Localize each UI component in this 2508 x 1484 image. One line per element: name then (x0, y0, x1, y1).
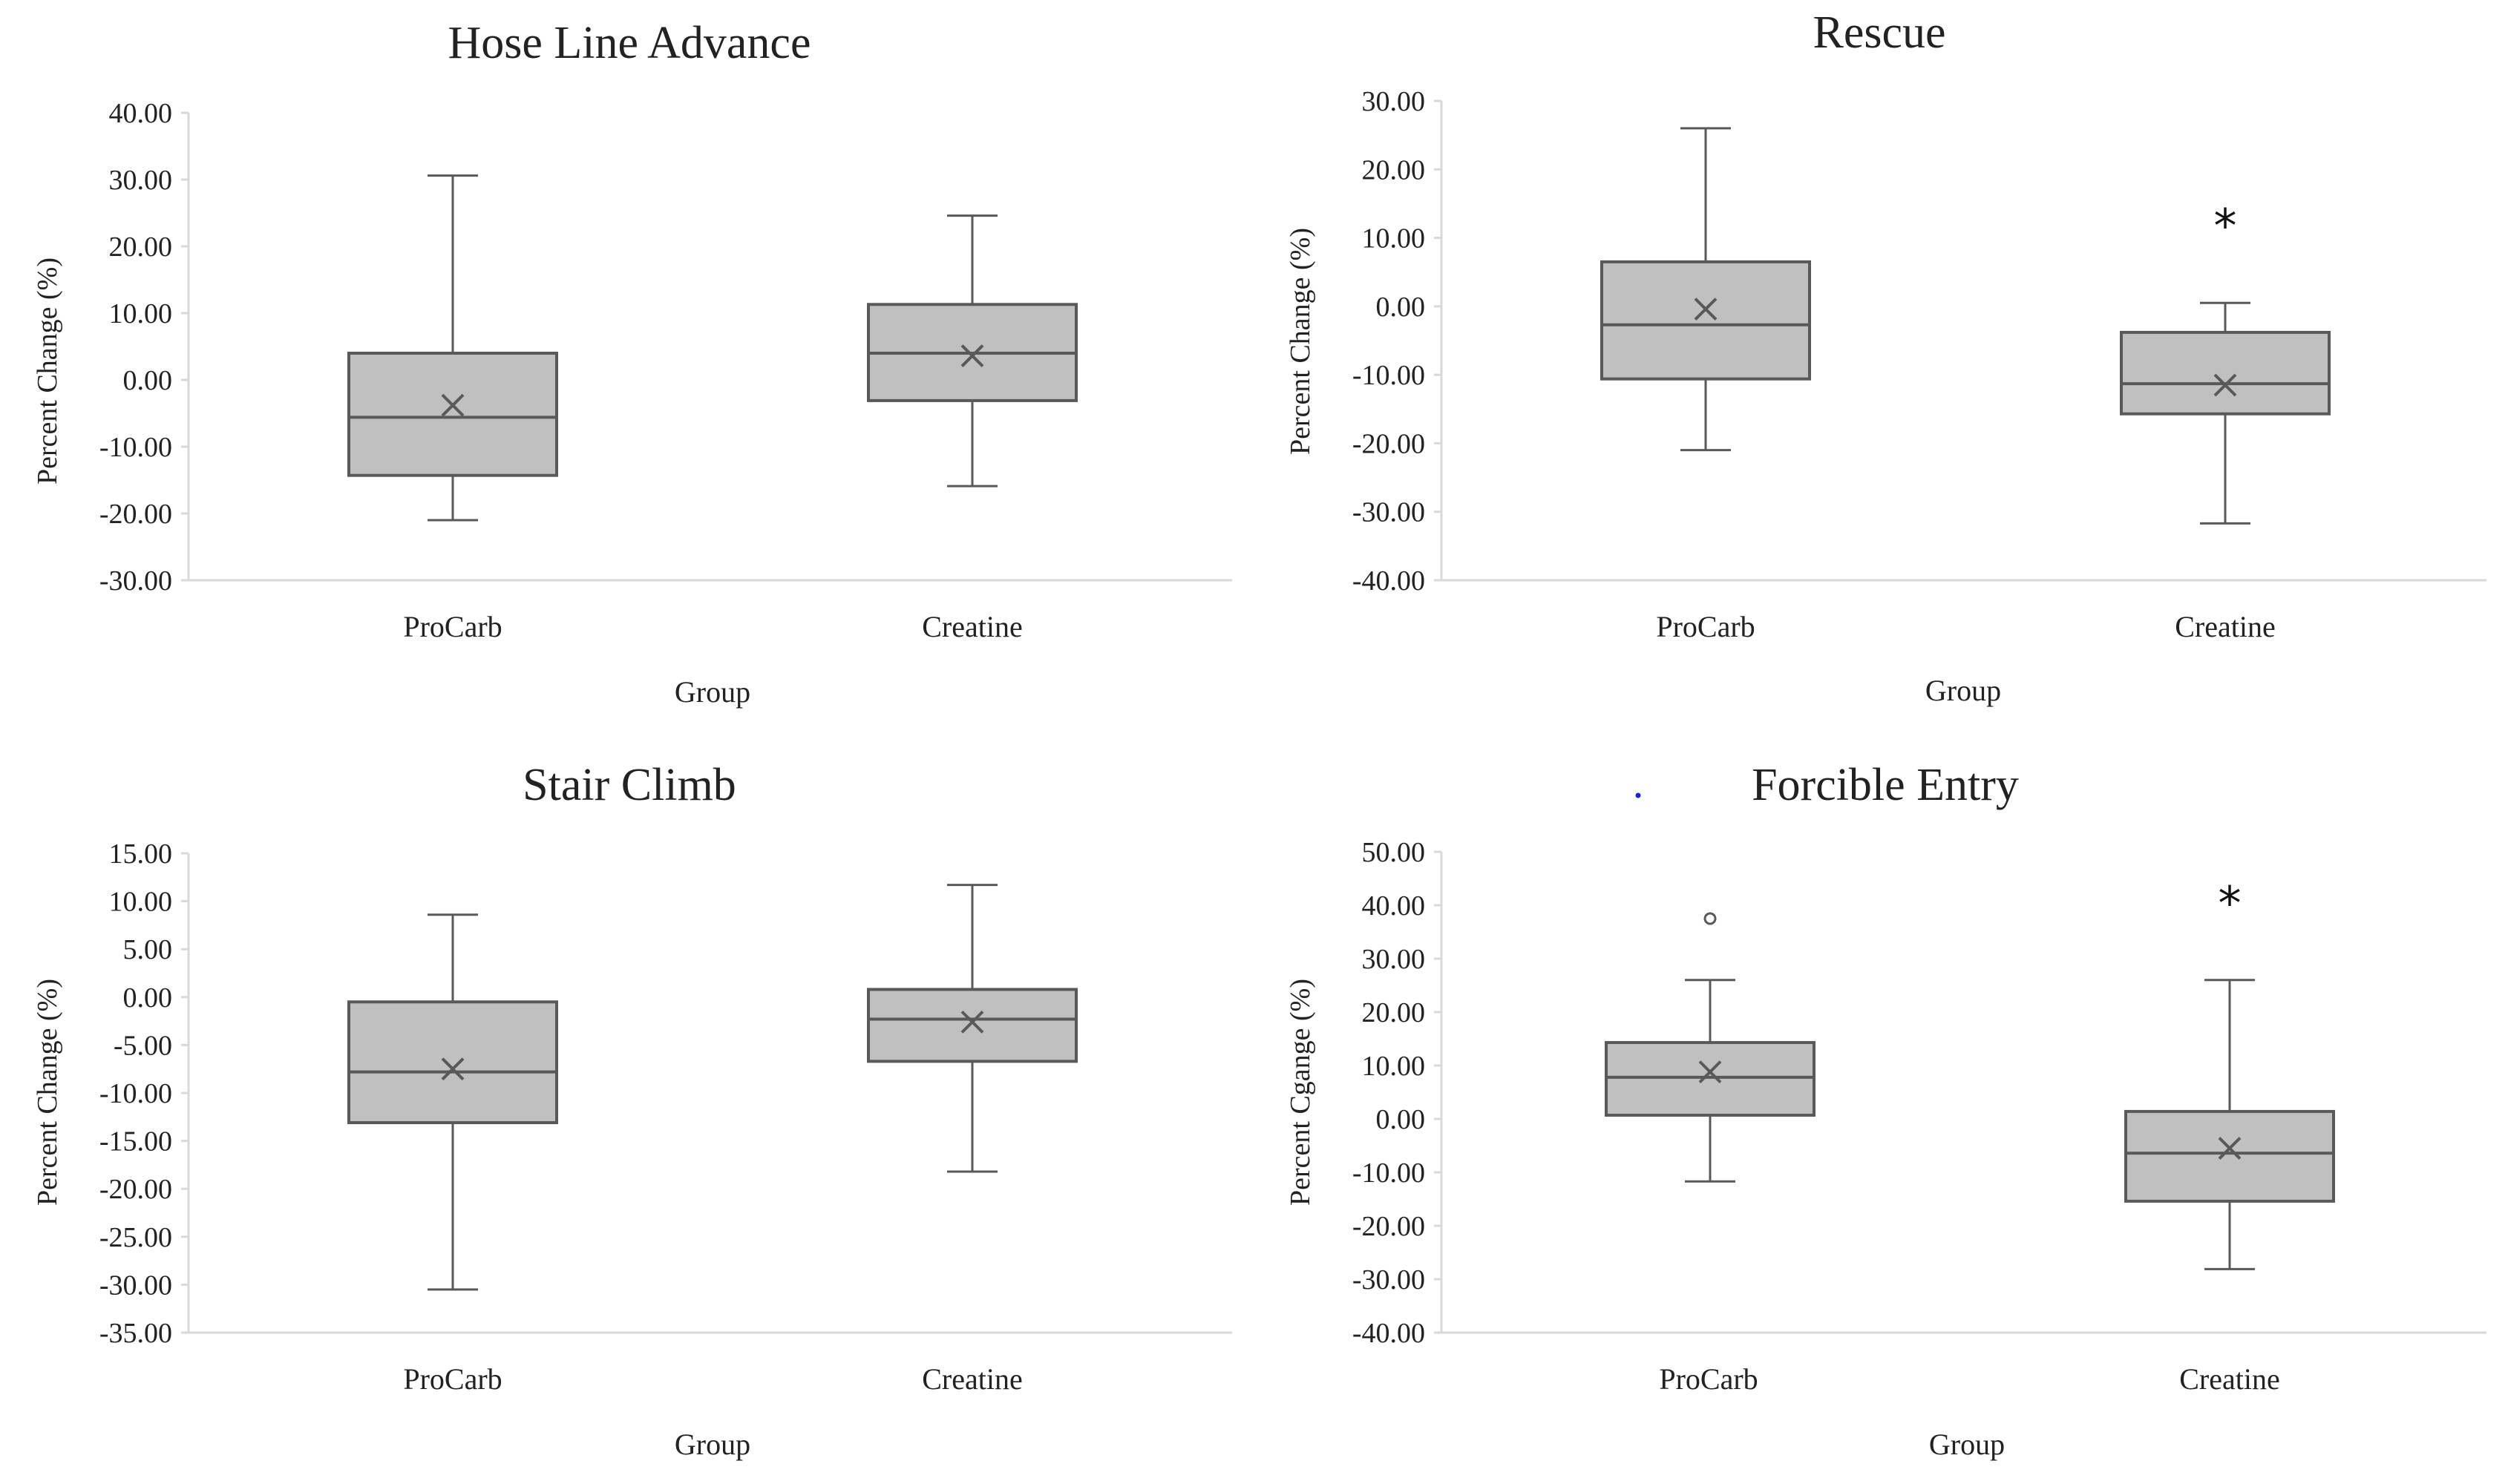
y-tick-label: 0.00 (1376, 292, 1426, 323)
y-tick-label: -20.00 (1352, 1211, 1425, 1242)
category-label-creatine: Creatine (922, 610, 1023, 643)
stray-dot (1635, 792, 1641, 798)
x-axis-label: Group (1925, 674, 2001, 707)
iqr-box (867, 988, 1078, 1063)
y-tick-label: -20.00 (99, 1174, 172, 1205)
y-axis-label: Percent Change (%) (1285, 228, 1316, 455)
y-tick-label: -40.00 (1352, 1318, 1425, 1349)
iqr-box (347, 1000, 558, 1125)
y-tick-label: -30.00 (99, 1270, 172, 1301)
y-tick-label: 30.00 (109, 165, 173, 196)
mean-marker (960, 1010, 984, 1034)
y-tick-label: -10.00 (99, 1078, 172, 1109)
mean-marker (441, 1057, 465, 1081)
panel-forcible-entry: Forcible Entry 50.00 40.00 30.00 20.00 10.00… (1285, 760, 2486, 1461)
category-label-procarb: ProCarb (1659, 1362, 1758, 1396)
y-tick-label: -20.00 (1352, 428, 1425, 459)
y-tick-label: -10.00 (1352, 1158, 1425, 1189)
y-tick-label: -10.00 (99, 432, 172, 463)
y-tick-label: -25.00 (99, 1222, 172, 1253)
iqr-box (1600, 260, 1811, 381)
y-axis-label: Percent Change (%) (32, 979, 63, 1206)
panel-hose-line-advance: Hose Line Advance 40.00 30.00 20.00 10.00 0.… (32, 18, 1232, 709)
y-tick-label: 5.00 (123, 934, 173, 965)
mean-marker (2218, 1137, 2242, 1160)
y-tick-label: -15.00 (99, 1126, 172, 1158)
box-creatine (867, 214, 1078, 487)
box-creatine: * (2120, 199, 2331, 525)
iqr-box (2124, 1109, 2335, 1203)
mean-marker (1694, 298, 1718, 321)
category-label-creatine: Creatine (2179, 1362, 2280, 1396)
y-tick-label: -5.00 (114, 1030, 172, 1061)
box-procarb (347, 913, 558, 1291)
y-tick-label: -30.00 (1352, 1264, 1425, 1296)
y-tick-label: -30.00 (99, 565, 172, 597)
box-procarb (1605, 912, 1815, 1183)
panel-rescue: Rescue 30.00 20.00 10.00 0.00 -10.00 -20.00 -3… (1285, 7, 2486, 707)
y-tick-label: -40.00 (1352, 565, 1425, 597)
plot-area: 50.00 40.00 30.00 20.00 10.00 0.00 -10.00 -20.0… (1352, 837, 2486, 1349)
y-tick-label: 15.00 (109, 838, 173, 870)
chart-title: Rescue (1813, 7, 1945, 58)
y-tick-label: 20.00 (1362, 154, 1426, 186)
category-label-procarb: ProCarb (403, 1362, 502, 1396)
y-tick-label: 10.00 (109, 298, 173, 329)
y-tick-label: 10.00 (109, 887, 173, 918)
mean-marker (2213, 373, 2237, 397)
x-axis-label: Group (1929, 1428, 2005, 1461)
outlier-point (1703, 912, 1717, 925)
y-tick-label: -10.00 (1352, 360, 1425, 391)
y-axis-label: Percent Change (%) (32, 257, 63, 485)
x-axis-label: Group (675, 675, 750, 709)
y-tick-label: 0.00 (123, 982, 173, 1014)
y-axis-label: Percent Cgange (%) (1285, 979, 1316, 1206)
y-tick-label: -35.00 (99, 1318, 172, 1349)
y-tick-label: 10.00 (1362, 1051, 1426, 1082)
chart-title: Stair Climb (523, 760, 736, 810)
iqr-box (1605, 1041, 1815, 1117)
y-tick-label: 50.00 (1362, 837, 1426, 868)
category-label-creatine: Creatine (2175, 610, 2276, 643)
box-procarb (1600, 127, 1811, 452)
chart-title: Hose Line Advance (448, 18, 811, 68)
x-axis-label: Group (675, 1428, 750, 1461)
y-tick-label: 20.00 (109, 232, 173, 263)
y-tick-label: -20.00 (99, 499, 172, 530)
category-label-procarb: ProCarb (1656, 610, 1755, 643)
y-tick-label: 10.00 (1362, 223, 1426, 255)
y-tick-label: 0.00 (123, 365, 173, 396)
significance-star: * (2214, 199, 2237, 253)
chart-title: Forcible Entry (1752, 760, 2019, 810)
mean-marker (960, 344, 984, 368)
box-creatine (867, 884, 1078, 1173)
y-tick-label: 40.00 (109, 98, 173, 129)
y-tick-label: -30.00 (1352, 497, 1425, 528)
box-procarb (347, 174, 558, 522)
iqr-box (2120, 330, 2331, 416)
significance-star: * (2219, 876, 2242, 930)
mean-marker (1698, 1060, 1722, 1084)
panel-stair-climb: Stair Climb 15.00 10.00 5.00 0.00 -5.00 -10.0… (32, 760, 1232, 1461)
plot-area: 15.00 10.00 5.00 0.00 -5.00 -10.00 -15.00 -20.0… (99, 838, 1232, 1349)
y-tick-label: 20.00 (1362, 997, 1426, 1028)
y-tick-label: 30.00 (1362, 944, 1426, 975)
category-label-procarb: ProCarb (403, 610, 502, 643)
y-tick-label: 30.00 (1362, 86, 1426, 117)
mean-marker (441, 393, 465, 417)
y-tick-label: 0.00 (1376, 1104, 1426, 1135)
plot-area: 40.00 30.00 20.00 10.00 0.00 -10.00 -20.00 -30.… (99, 98, 1232, 597)
y-tick-label: 40.00 (1362, 890, 1426, 922)
plot-area: 30.00 20.00 10.00 0.00 -10.00 -20.00 -30.00 -40… (1352, 86, 2486, 597)
iqr-box (347, 352, 558, 477)
box-creatine: * (2124, 876, 2335, 1270)
category-label-creatine: Creatine (922, 1362, 1023, 1396)
